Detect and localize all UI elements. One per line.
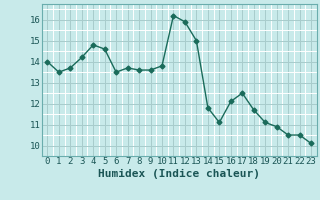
X-axis label: Humidex (Indice chaleur): Humidex (Indice chaleur)	[98, 169, 260, 179]
